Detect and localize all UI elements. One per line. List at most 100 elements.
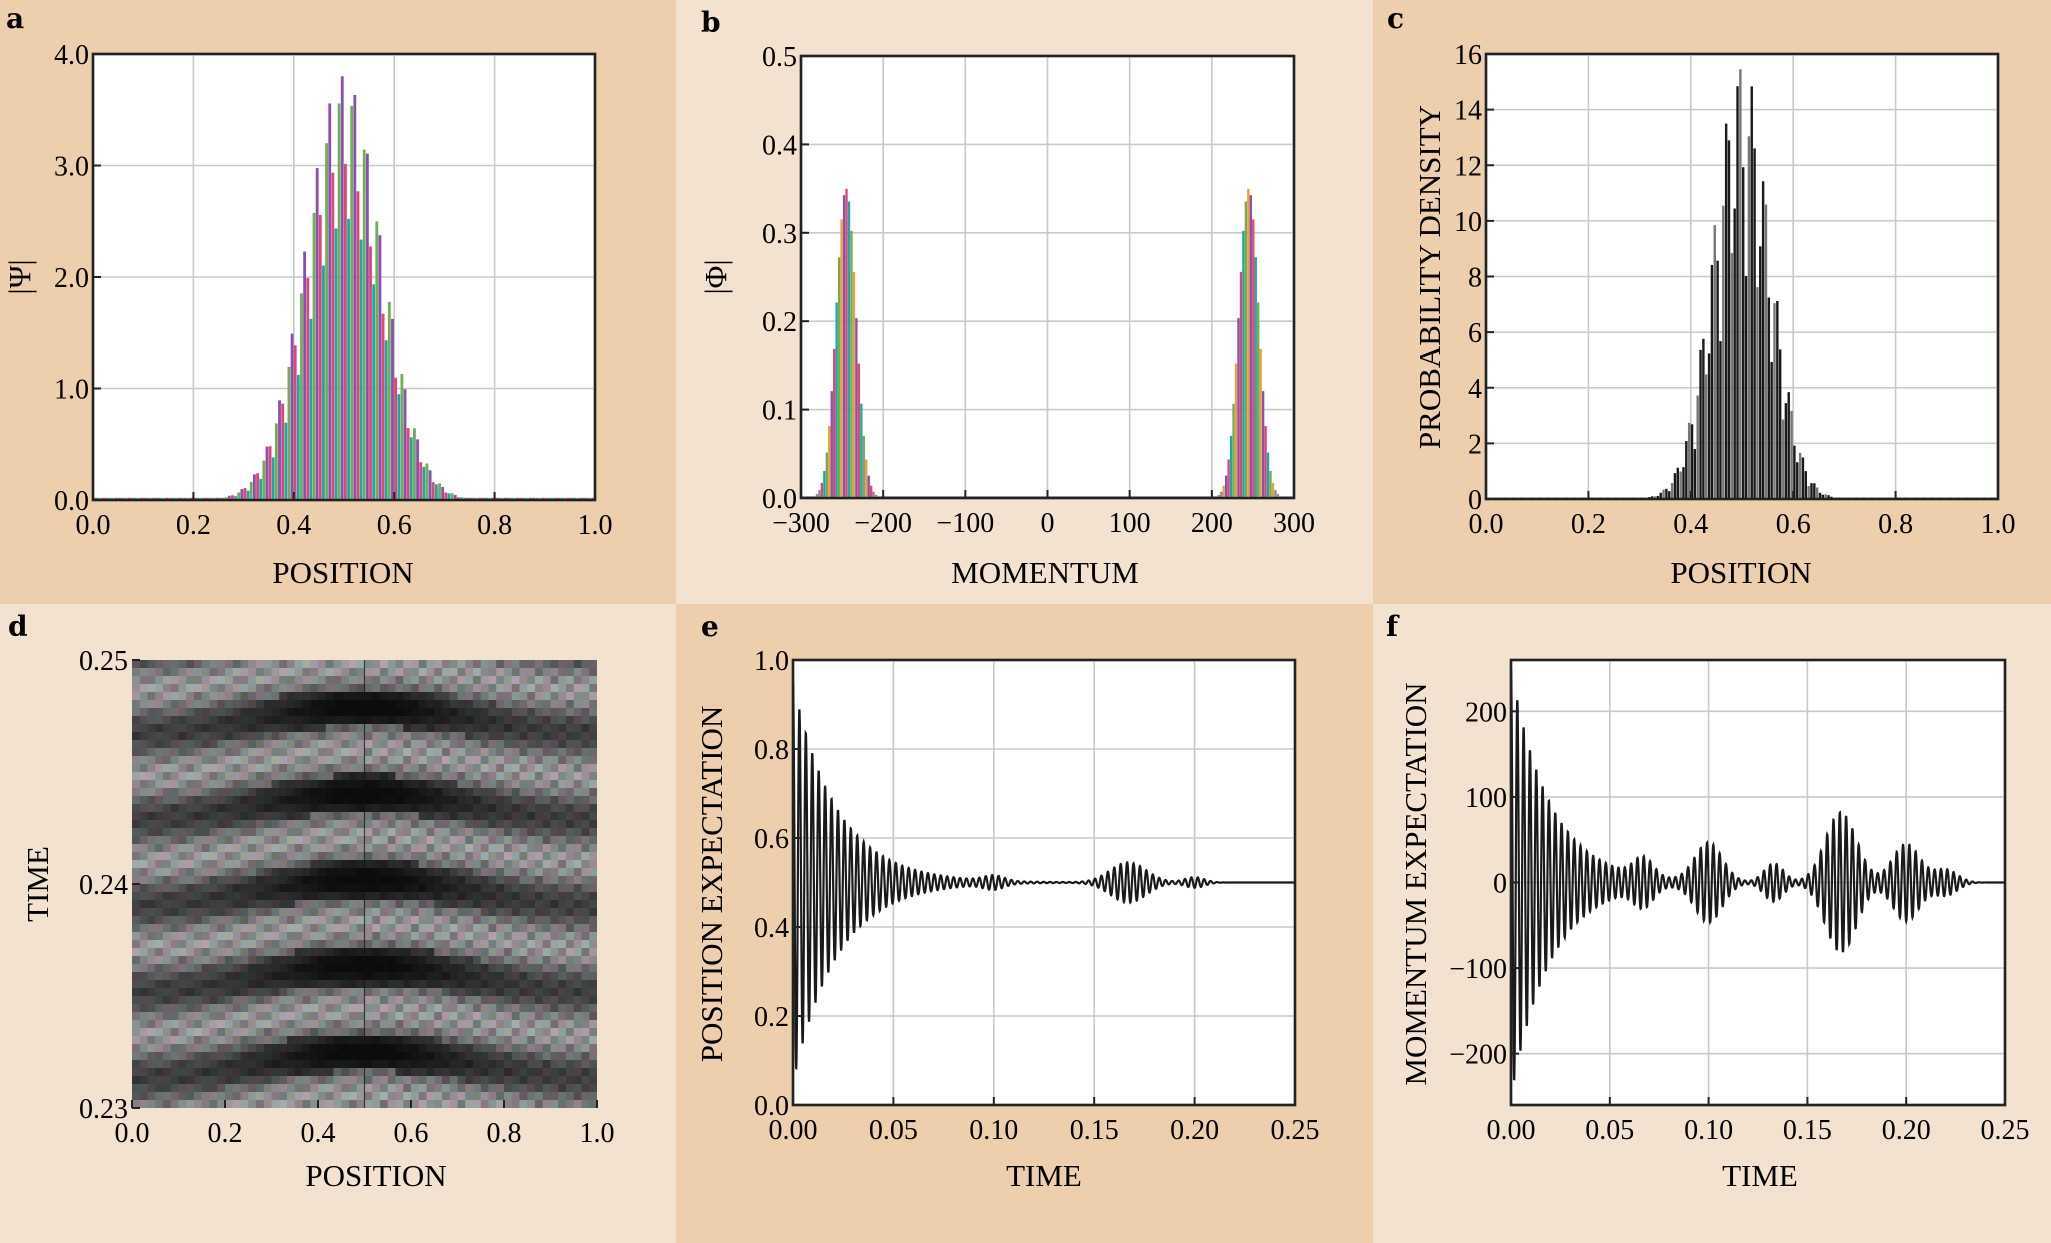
heatmap-cell — [225, 732, 234, 741]
heatmap-cell — [325, 980, 335, 989]
heatmap-cell — [542, 1092, 552, 1101]
heatmap-cell — [341, 660, 350, 669]
heatmap-cell — [504, 740, 513, 749]
heatmap-cell — [473, 804, 482, 813]
heatmap-cell — [209, 1092, 218, 1101]
heatmap-cell — [209, 940, 218, 949]
heatmap-cell — [488, 956, 497, 965]
heatmap-cell — [325, 700, 335, 709]
heatmap-cell — [170, 1020, 180, 1029]
heatmap-cell — [488, 732, 497, 741]
heatmap-cell — [147, 884, 156, 893]
heatmap-cell — [271, 1092, 280, 1101]
heatmap-cell — [209, 916, 218, 925]
heatmap-cell — [209, 1076, 218, 1085]
heatmap-cell — [194, 692, 203, 701]
heatmap-cell — [163, 860, 172, 869]
heatmap-cell — [527, 668, 536, 677]
y-tick-label: 0.2 — [754, 1002, 789, 1033]
heatmap-cell — [186, 956, 195, 965]
heatmap-cell — [519, 780, 528, 789]
heatmap-cell — [573, 1020, 583, 1029]
heatmap-cell — [271, 1012, 280, 1021]
heatmap-cell — [287, 852, 296, 861]
heatmap-cell — [434, 820, 443, 829]
heatmap-cell — [372, 836, 381, 845]
heatmap-cell — [442, 740, 451, 749]
heatmap-cell — [201, 1068, 211, 1077]
heatmap-cell — [263, 740, 273, 749]
heatmap-cell — [349, 956, 358, 965]
heatmap-cell — [279, 932, 288, 941]
heatmap-cell — [294, 1004, 304, 1013]
heatmap-cell — [194, 788, 203, 797]
heatmap-cell — [341, 1036, 350, 1045]
heatmap-cell — [132, 660, 141, 669]
heatmap-cell — [356, 908, 366, 917]
heatmap-cell — [287, 884, 296, 893]
heatmap-cell — [178, 796, 187, 805]
heatmap-cell — [178, 764, 187, 773]
heatmap-cell — [310, 948, 319, 957]
heatmap-cell — [310, 700, 319, 709]
heatmap-cell — [132, 1012, 141, 1021]
heatmap-cell — [426, 820, 435, 829]
heatmap-cell — [147, 852, 156, 861]
heatmap-cell — [511, 724, 521, 733]
heatmap-cell — [155, 724, 164, 733]
heatmap-cell — [132, 1036, 141, 1045]
heatmap-cell — [581, 796, 590, 805]
heatmap-cell — [449, 972, 459, 981]
heatmap-cell — [356, 716, 366, 725]
heatmap-cell — [225, 676, 234, 685]
heatmap-cell — [558, 1004, 567, 1013]
heatmap-cell — [201, 908, 211, 917]
bar — [1705, 374, 1708, 499]
heatmap-cell — [442, 772, 451, 781]
heatmap-cell — [480, 1068, 490, 1077]
heatmap-cell — [209, 804, 218, 813]
heatmap-cell — [310, 684, 319, 693]
heatmap-cell — [566, 716, 575, 725]
heatmap-cell — [194, 804, 203, 813]
heatmap-cell — [589, 988, 597, 997]
heatmap-cell — [147, 988, 156, 997]
bar — [328, 103, 332, 500]
heatmap-cell — [457, 812, 466, 821]
x-tick-label: 100 — [1109, 508, 1151, 539]
heatmap-cell — [310, 972, 319, 981]
heatmap-cell — [163, 940, 172, 949]
heatmap-cell — [488, 844, 497, 853]
heatmap-cell — [442, 660, 451, 669]
heatmap-cell — [341, 1076, 350, 1085]
heatmap-cell — [163, 996, 172, 1005]
heatmap-cell — [535, 708, 544, 717]
heatmap-cell — [403, 924, 412, 933]
heatmap-cell — [496, 764, 505, 773]
heatmap-cell — [395, 1020, 404, 1029]
heatmap-cell — [318, 1052, 327, 1061]
heatmap-cell — [271, 1004, 280, 1013]
heatmap-cell — [504, 908, 513, 917]
heatmap-cell — [550, 964, 559, 973]
heatmap-cell — [581, 804, 590, 813]
heatmap-cell — [418, 1020, 428, 1029]
heatmap-cell — [310, 1020, 319, 1029]
heatmap-cell — [511, 804, 521, 813]
heatmap-cell — [232, 932, 242, 941]
heatmap-cell — [349, 964, 358, 973]
heatmap-cell — [155, 1084, 164, 1093]
bar — [842, 195, 846, 498]
heatmap-cell — [504, 932, 513, 941]
heatmap-cell — [349, 1092, 358, 1101]
bar — [312, 212, 316, 500]
heatmap-cell — [163, 1052, 172, 1061]
bar — [1710, 264, 1714, 499]
heatmap-cell — [155, 804, 164, 813]
heatmap-cell — [256, 1084, 265, 1093]
heatmap-cell — [225, 980, 234, 989]
heatmap-cell — [519, 1068, 528, 1077]
heatmap-cell — [318, 700, 327, 709]
x-tick-label: 0.20 — [1882, 1115, 1931, 1146]
heatmap-cell — [387, 764, 397, 773]
